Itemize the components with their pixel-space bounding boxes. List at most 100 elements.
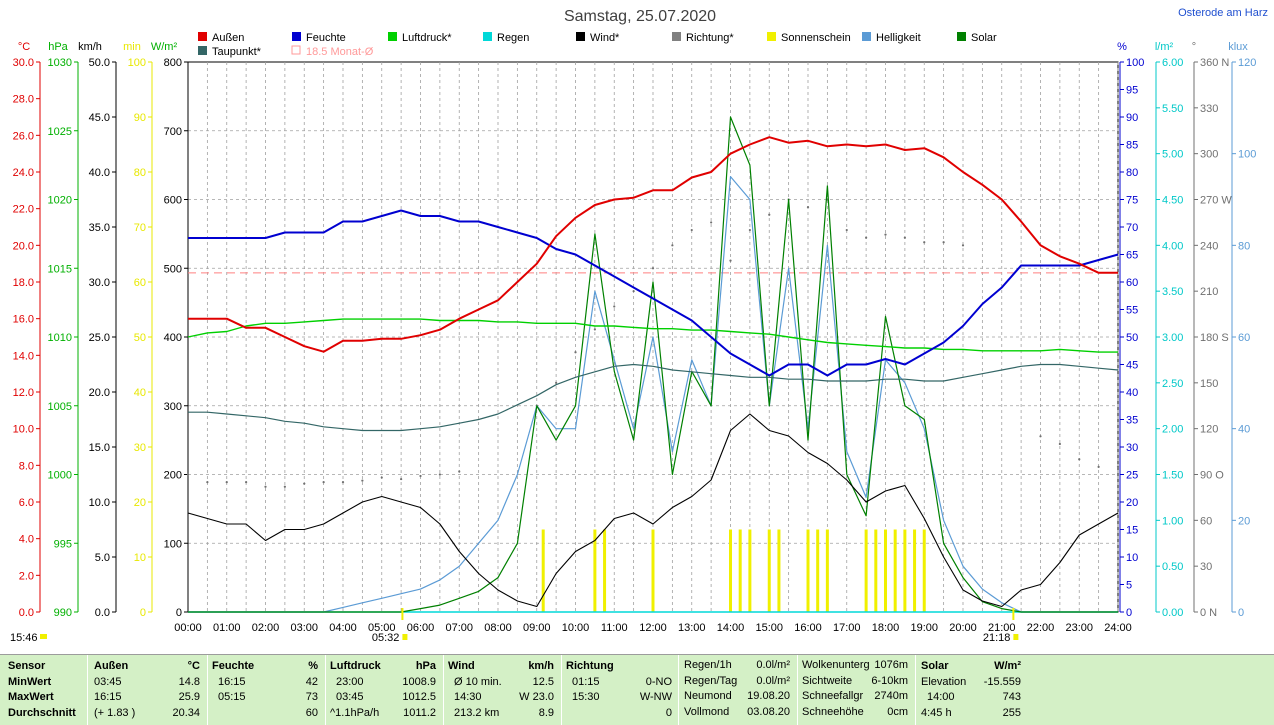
- stats-head: Richtung: [566, 660, 614, 672]
- stats-luftdruck: Luftdruck hPa 23:00 1008.9 03:45 1012.5 ^1.…: [330, 659, 436, 721]
- statistics-panel: Sensor MinWert MaxWert Durchschnitt Auße…: [0, 654, 1274, 725]
- stats-value: 19.08.20: [747, 690, 790, 702]
- stats-value: 12.5: [532, 675, 554, 688]
- direction-point: [961, 244, 965, 247]
- temp-axis-tick: 28.0: [13, 94, 34, 106]
- pct-axis-tick: 15: [1126, 525, 1138, 537]
- sunshine-bar: [922, 529, 926, 612]
- marker-now-icon: [40, 634, 47, 639]
- legend-label: Feuchte: [306, 32, 346, 44]
- sunset-icon: [1013, 634, 1019, 640]
- deg-axis-tick: 60: [1200, 515, 1212, 527]
- kmh-axis-tick: 15.0: [89, 442, 110, 454]
- klux-axis-tick: 40: [1238, 424, 1250, 436]
- legend-swatch: [957, 32, 966, 41]
- deg-axis-tick: 300: [1200, 149, 1218, 161]
- stats-label: Regen/1h: [684, 659, 732, 671]
- min-axis-tick: 50: [134, 332, 146, 344]
- wind-line: [187, 413, 1119, 608]
- stats-value: 20.34: [172, 706, 200, 719]
- sunshine-bar: [748, 529, 752, 612]
- temp-axis-tick: 6.0: [19, 497, 34, 509]
- min-axis-tick: 90: [134, 112, 146, 124]
- legend-swatch: [198, 46, 207, 55]
- stats-head: Wind: [448, 660, 475, 672]
- direction-point: [341, 481, 345, 484]
- x-tick: 10:00: [562, 622, 590, 634]
- sunshine-bar: [603, 529, 607, 612]
- pct-axis-tick: 80: [1126, 167, 1138, 179]
- sunshine-bar: [541, 529, 545, 612]
- stats-time: 16:15: [94, 691, 122, 703]
- stats-time: 213.2 km: [454, 706, 500, 719]
- chart-series: [186, 116, 1120, 613]
- hpa-axis-tick: 1020: [48, 195, 72, 207]
- min-axis-tick: 20: [134, 497, 146, 509]
- pct-axis-tick: 25: [1126, 470, 1138, 482]
- stats-label-max: MaxWert: [8, 691, 54, 703]
- kmh-axis-tick: 40.0: [89, 167, 110, 179]
- temp-axis-tick: 30.0: [13, 57, 34, 69]
- direction-point: [264, 485, 267, 488]
- stats-label: Schneefallgr: [802, 690, 864, 702]
- kmh-axis-tick: 5.0: [95, 552, 110, 564]
- unit-label-left: hPa: [48, 41, 68, 53]
- legend-label: Solar: [971, 32, 997, 44]
- lm2-axis-tick: 2.00: [1162, 424, 1183, 436]
- direction-point: [1058, 442, 1061, 446]
- legend-label: Helligkeit: [876, 32, 921, 44]
- legend-swatch: [198, 32, 207, 41]
- hpa-axis-tick: 990: [54, 607, 72, 619]
- lm2-axis-tick: 2.50: [1162, 378, 1183, 390]
- legend-label: Außen: [212, 32, 244, 44]
- pct-axis-tick: 95: [1126, 85, 1138, 97]
- legend-swatch: [672, 32, 681, 41]
- sunshine-bar: [864, 529, 868, 612]
- direction-point: [632, 290, 635, 293]
- deg-axis-tick: 150: [1200, 378, 1218, 390]
- brightness-line: [188, 176, 1118, 613]
- kmh-axis-tick: 25.0: [89, 332, 110, 344]
- stats-head: Solar: [921, 660, 949, 672]
- hpa-axis-tick: 995: [54, 538, 72, 550]
- temp-axis-tick: 4.0: [19, 534, 34, 546]
- deg-axis-tick: 90 O: [1200, 470, 1224, 482]
- pct-axis-tick: 5: [1126, 580, 1132, 592]
- x-tick: 24:00: [1104, 622, 1132, 634]
- direction-point: [186, 473, 190, 476]
- direction-point: [458, 470, 461, 473]
- lm2-axis-tick: 5.00: [1162, 149, 1183, 161]
- x-tick: 08:00: [484, 622, 512, 634]
- klux-axis-tick: 0: [1238, 607, 1244, 619]
- stats-unit: W/m²: [994, 660, 1021, 672]
- stats-time: 05:15: [218, 691, 246, 703]
- sunshine-bar: [903, 529, 907, 612]
- stats-richtung: Richtung 01:15 0-NO 15:30 W-NW 0: [566, 659, 672, 721]
- pct-axis-tick: 10: [1126, 552, 1138, 564]
- stats-value: 1012.5: [402, 691, 436, 703]
- wm2-axis-tick: 400: [164, 332, 182, 344]
- lm2-axis-tick: 1.00: [1162, 515, 1183, 527]
- sunshine-bar: [651, 529, 655, 612]
- min-axis-tick: 40: [134, 387, 146, 399]
- sunshine-bar: [593, 529, 597, 612]
- legend-swatch: [767, 32, 776, 41]
- direction-point: [651, 267, 655, 270]
- sunshine-bar: [806, 529, 810, 612]
- x-tick: 16:00: [794, 622, 822, 634]
- temp-axis-tick: 26.0: [13, 130, 34, 142]
- pct-axis-tick: 70: [1126, 222, 1138, 234]
- direction-point: [806, 206, 810, 209]
- pct-axis-tick: 30: [1126, 442, 1138, 454]
- min-axis-tick: 0: [140, 607, 146, 619]
- stats-solar: Solar W/m² Elevation -15.559 14:00 743 4:45…: [921, 659, 1021, 721]
- sunshine-bar: [729, 529, 732, 612]
- direction-point: [613, 305, 616, 308]
- min-axis-tick: 100: [128, 57, 146, 69]
- stats-head: Sensor: [8, 660, 46, 672]
- unit-label-left: km/h: [78, 41, 102, 53]
- x-tick: 04:00: [329, 622, 357, 634]
- direction-point: [303, 482, 306, 485]
- stats-head: Außen: [94, 660, 129, 672]
- pct-axis-tick: 20: [1126, 497, 1138, 509]
